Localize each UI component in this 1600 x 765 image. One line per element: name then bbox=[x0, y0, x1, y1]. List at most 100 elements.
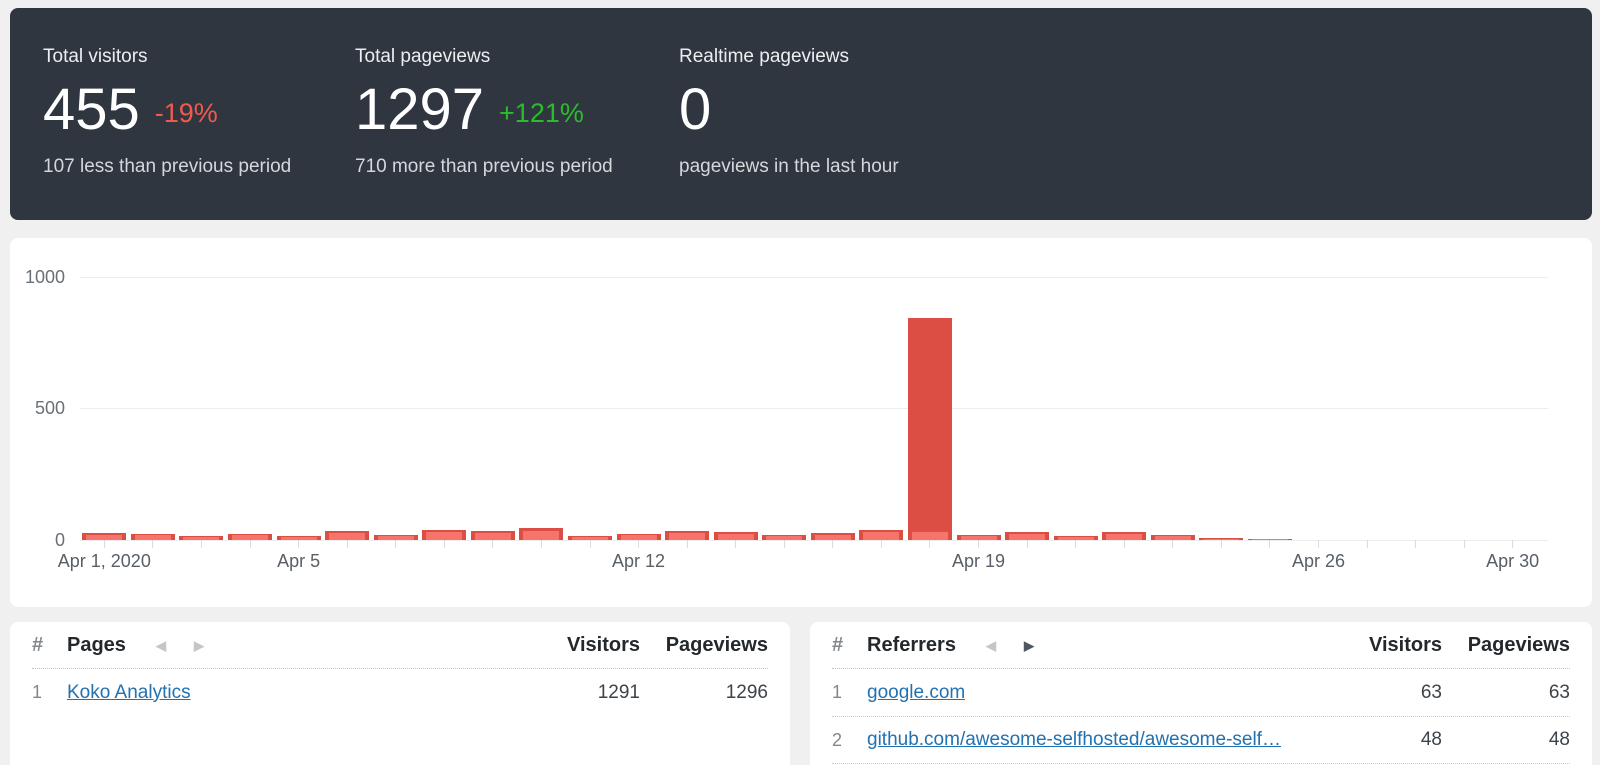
pageviews-column-header: Pageviews bbox=[1467, 633, 1570, 656]
traffic-chart-panel: 1000 500 0 Apr 1, 2020 Apr 5 Apr 12 Apr 19 A… bbox=[10, 238, 1592, 607]
pages-table: # Pages ◀ ▶ Visitors Pageviews 1 Koko An… bbox=[10, 622, 790, 765]
x-axis-day-tick bbox=[1463, 540, 1465, 548]
x-axis-label: Apr 30 bbox=[1486, 551, 1540, 571]
gridline-500 bbox=[80, 408, 1548, 409]
bar-visitors[interactable] bbox=[1106, 534, 1143, 540]
x-axis-day-tick bbox=[298, 540, 300, 548]
pages-table-title: Pages bbox=[67, 633, 126, 656]
x-axis-day-tick bbox=[735, 540, 737, 548]
bar-visitors[interactable] bbox=[329, 533, 366, 540]
bar-visitors[interactable] bbox=[1154, 535, 1191, 540]
bar-visitors[interactable] bbox=[280, 537, 317, 540]
x-axis-day-tick bbox=[1075, 540, 1077, 548]
stat-subtitle: 107 less than previous period bbox=[43, 156, 292, 177]
bar-visitors[interactable] bbox=[1251, 539, 1288, 540]
stat-value: 1297 bbox=[355, 77, 485, 142]
bar-pageviews[interactable] bbox=[907, 317, 952, 540]
bar-visitors[interactable] bbox=[620, 535, 657, 540]
x-axis-day-tick bbox=[638, 540, 639, 548]
x-axis-day-tick bbox=[152, 540, 154, 548]
gridline-1000 bbox=[80, 277, 1548, 278]
stat-change-badge: -19% bbox=[154, 97, 218, 128]
x-axis-day-tick bbox=[443, 540, 445, 548]
row-rank: 1 bbox=[32, 682, 43, 702]
next-row-divider bbox=[832, 763, 1570, 764]
bar-visitors[interactable] bbox=[474, 533, 511, 540]
bar-visitors[interactable] bbox=[1009, 534, 1046, 540]
row-rank: 1 bbox=[832, 682, 843, 702]
stat-change-badge: +121% bbox=[499, 97, 584, 128]
table-row: 1 Koko Analytics 1291 1296 bbox=[32, 669, 768, 716]
pages-table-header: # Pages ◀ ▶ Visitors Pageviews bbox=[32, 622, 768, 669]
x-axis-day-tick bbox=[686, 540, 688, 548]
stat-total-visitors: Total visitors 455 -19% 107 less than pr… bbox=[43, 46, 355, 220]
x-axis-day-tick bbox=[1172, 540, 1174, 548]
bar-visitors[interactable] bbox=[669, 532, 706, 540]
x-axis-day-tick bbox=[492, 540, 494, 548]
bar-visitors[interactable] bbox=[1057, 537, 1094, 540]
referrer-link[interactable]: google.com bbox=[867, 681, 966, 703]
referrers-next-page-icon[interactable]: ▶ bbox=[1023, 637, 1034, 653]
stat-value: 0 bbox=[679, 77, 712, 142]
bar-visitors[interactable] bbox=[523, 531, 560, 540]
bar-visitors[interactable] bbox=[766, 535, 803, 540]
stat-label: Total visitors bbox=[43, 46, 148, 67]
table-row: 2 github.com/awesome-selfhosted/awesome-… bbox=[832, 716, 1570, 763]
x-axis-day-tick bbox=[1026, 540, 1028, 548]
stat-value: 455 bbox=[43, 77, 140, 142]
pages-next-page-icon[interactable]: ▶ bbox=[193, 637, 204, 653]
x-axis-label: Apr 5 bbox=[277, 551, 321, 571]
referrers-prev-page-icon[interactable]: ◀ bbox=[985, 637, 996, 653]
chart-bars bbox=[80, 277, 1537, 548]
stat-subtitle: 710 more than previous period bbox=[355, 156, 613, 177]
pageviews-column-header: Pageviews bbox=[665, 633, 768, 656]
visitors-column-header: Visitors bbox=[567, 633, 640, 656]
x-axis-day-tick bbox=[1415, 540, 1417, 548]
bar-visitors[interactable] bbox=[183, 536, 220, 540]
x-axis-day-tick bbox=[103, 540, 105, 548]
visitors-column-header: Visitors bbox=[1369, 633, 1442, 656]
bar-visitors[interactable] bbox=[1203, 538, 1240, 540]
x-axis-day-tick bbox=[929, 540, 931, 548]
x-axis-label: Apr 26 bbox=[1291, 551, 1346, 571]
referrer-link[interactable]: github.com/awesome-selfhosted/awesome-se… bbox=[867, 729, 1281, 750]
bar-visitors[interactable] bbox=[426, 532, 463, 540]
x-axis-day-tick bbox=[589, 540, 591, 548]
rank-column-header: # bbox=[832, 633, 844, 656]
row-rank: 2 bbox=[832, 729, 843, 750]
bar-visitors[interactable] bbox=[911, 532, 948, 540]
bar-visitors[interactable] bbox=[232, 535, 268, 540]
x-axis-day-tick bbox=[832, 540, 834, 548]
pages-prev-page-icon[interactable]: ◀ bbox=[155, 637, 166, 653]
bar-visitors[interactable] bbox=[960, 536, 997, 540]
bar-visitors[interactable] bbox=[134, 535, 171, 540]
x-axis-day-tick bbox=[1220, 540, 1222, 548]
x-axis-day-tick bbox=[1512, 540, 1514, 548]
row-visitors: 63 bbox=[1420, 681, 1442, 703]
bar-visitors[interactable] bbox=[717, 534, 754, 540]
referrers-table-title: Referrers bbox=[867, 633, 956, 656]
x-axis-day-tick bbox=[200, 540, 202, 548]
bar-visitors[interactable] bbox=[377, 535, 414, 540]
bar-visitors[interactable] bbox=[814, 535, 851, 540]
x-axis-day-tick bbox=[1269, 540, 1271, 548]
stat-subtitle: pageviews in the last hour bbox=[679, 156, 899, 177]
y-axis-tick-500: 500 bbox=[34, 398, 65, 418]
x-axis-day-tick bbox=[1318, 540, 1319, 548]
x-axis-day-tick bbox=[1123, 540, 1125, 548]
x-axis-day-tick bbox=[540, 540, 542, 548]
page-link[interactable]: Koko Analytics bbox=[67, 681, 191, 703]
x-axis-label: Apr 1, 2020 bbox=[57, 551, 151, 571]
bar-visitors[interactable] bbox=[572, 536, 608, 540]
stat-total-pageviews: Total pageviews 1297 +121% 710 more than… bbox=[355, 46, 679, 220]
x-axis-day-tick bbox=[783, 540, 785, 548]
row-pageviews: 48 bbox=[1548, 729, 1570, 750]
bar-visitors[interactable] bbox=[863, 532, 900, 540]
stat-label: Total pageviews bbox=[355, 46, 491, 67]
x-axis-label: Apr 12 bbox=[611, 551, 666, 571]
row-visitors: 1291 bbox=[597, 681, 640, 703]
row-pageviews: 63 bbox=[1548, 681, 1570, 703]
gridline-0 bbox=[80, 540, 1548, 541]
bar-visitors[interactable] bbox=[86, 534, 123, 540]
